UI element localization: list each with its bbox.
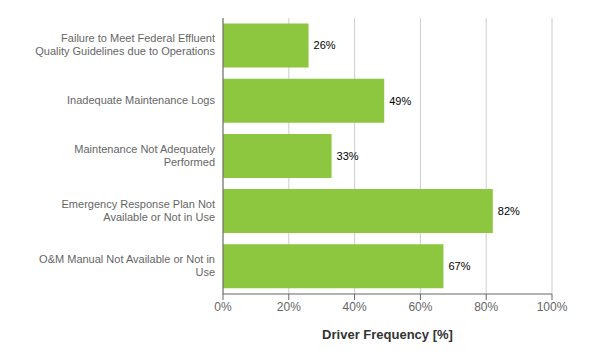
svg-text:82%: 82% [498,205,520,217]
svg-text:67%: 67% [448,260,470,272]
svg-text:100%: 100% [537,300,568,314]
svg-text:Inadequate Maintenance Logs: Inadequate Maintenance Logs [67,94,216,106]
svg-text:O&M Manual Not Available or N: O&M Manual Not Available or Not inUse [39,253,215,278]
svg-text:Emergency Response Plan NotAva: Emergency Response Plan NotAvailable or … [62,198,215,223]
svg-text:33%: 33% [337,150,359,162]
svg-text:49%: 49% [389,95,411,107]
svg-text:0%: 0% [214,300,232,314]
svg-text:20%: 20% [277,300,301,314]
svg-text:Driver Frequency [%]: Driver Frequency [%] [322,327,453,342]
svg-text:Maintenance Not AdequatelyPerf: Maintenance Not AdequatelyPerformed [74,142,215,167]
svg-text:60%: 60% [408,300,432,314]
svg-text:80%: 80% [474,300,498,314]
svg-text:Failure to Meet Federal Efflue: Failure to Meet Federal EffluentQuality … [35,32,215,57]
svg-text:26%: 26% [314,39,336,51]
svg-text:40%: 40% [343,300,367,314]
